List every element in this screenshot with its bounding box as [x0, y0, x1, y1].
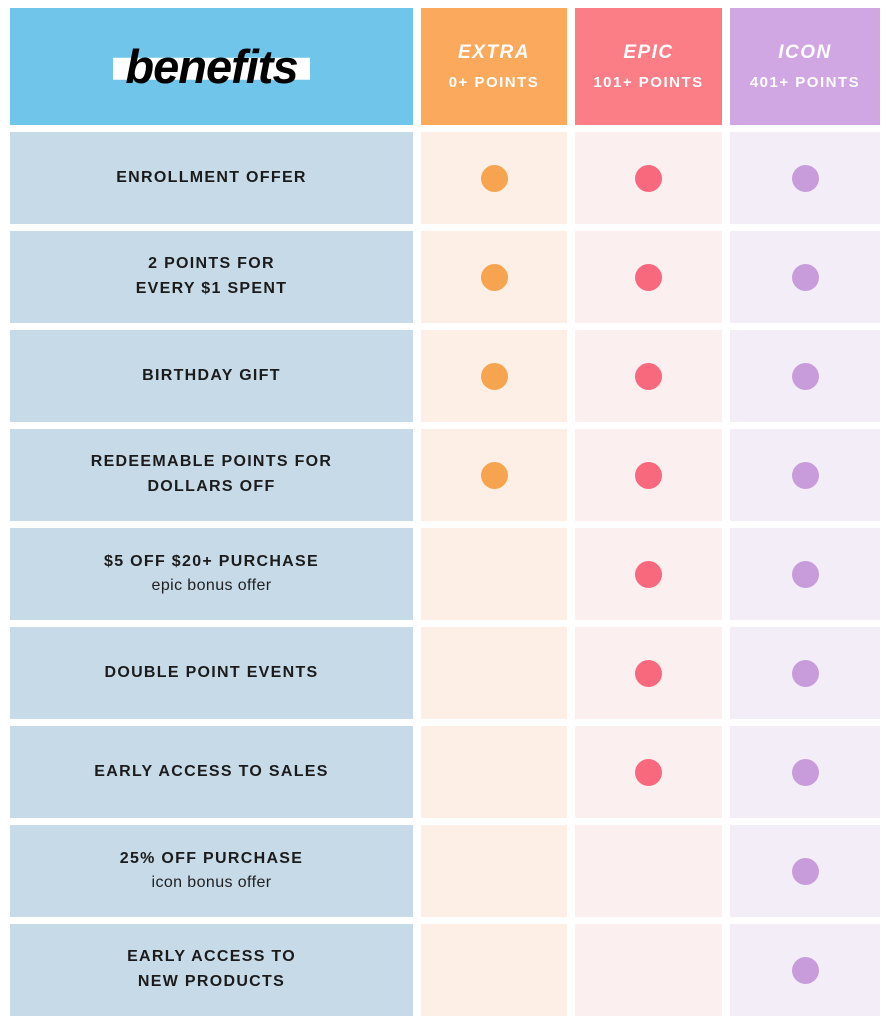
tier-header-icon: ICON 401+ POINTS	[730, 8, 880, 125]
epic-cell	[575, 627, 722, 719]
extra-cell	[421, 429, 567, 521]
epic-dot	[635, 263, 662, 291]
icon-cell	[730, 825, 880, 917]
icon-dot	[791, 857, 819, 885]
logo-cell: benefits	[10, 8, 413, 125]
icon-dot	[791, 758, 819, 786]
epic-cell	[575, 330, 722, 422]
extra-dot	[480, 362, 508, 390]
extra-cell	[421, 132, 567, 224]
tier-points: 0+ POINTS	[448, 74, 540, 91]
epic-dot	[635, 362, 662, 390]
icon-dot	[791, 560, 819, 588]
extra-cell	[421, 726, 567, 818]
logo-highlight-strip	[113, 57, 310, 80]
icon-cell	[730, 726, 880, 818]
icon-dot	[791, 362, 819, 390]
extra-cell	[421, 330, 567, 422]
benefit-row-label: 25% OFF PURCHASE icon bonus offer	[10, 825, 413, 917]
benefit-subtext: icon bonus offer	[151, 874, 272, 892]
benefit-row-label: 2 POINTS FOR EVERY $1 SPENT	[10, 231, 413, 323]
logo-text: benefits	[125, 40, 298, 93]
benefit-row-label: EARLY ACCESS TO NEW PRODUCTS	[10, 924, 413, 1016]
epic-cell	[575, 231, 722, 323]
epic-dot	[635, 659, 662, 687]
benefit-text: ENROLLMENT OFFER	[116, 168, 307, 186]
tier-header-epic: EPIC 101+ POINTS	[575, 8, 722, 125]
epic-cell	[575, 825, 722, 917]
benefit-text: REDEEMABLE POINTS FOR	[90, 453, 333, 471]
icon-dot	[791, 659, 819, 687]
icon-cell	[730, 330, 880, 422]
tier-header-extra: EXTRA 0+ POINTS	[421, 8, 567, 125]
benefit-row-label: $5 OFF $20+ PURCHASE epic bonus offer	[10, 528, 413, 620]
tier-name: EXTRA	[458, 42, 530, 63]
epic-cell	[575, 924, 722, 1016]
extra-dot	[480, 164, 508, 192]
epic-cell	[575, 132, 722, 224]
icon-dot	[791, 263, 819, 291]
icon-dot	[791, 164, 819, 192]
benefit-text: $5 OFF $20+ PURCHASE	[104, 552, 319, 570]
epic-dot	[635, 560, 662, 588]
extra-cell	[421, 924, 567, 1016]
tier-name: EPIC	[623, 42, 674, 63]
benefit-row-label: REDEEMABLE POINTS FOR DOLLARS OFF	[10, 429, 413, 521]
icon-cell	[730, 429, 880, 521]
benefit-text: 2 POINTS FOR	[148, 255, 275, 273]
icon-dot	[791, 956, 819, 984]
benefit-text: 25% OFF PURCHASE	[119, 849, 304, 867]
benefit-text-line2: DOLLARS OFF	[147, 478, 276, 495]
epic-dot	[635, 758, 662, 786]
extra-cell	[421, 231, 567, 323]
benefit-text-line2: EVERY $1 SPENT	[135, 280, 288, 297]
epic-dot	[635, 164, 662, 192]
epic-cell	[575, 528, 722, 620]
icon-cell	[730, 924, 880, 1016]
benefits-logo: benefits	[113, 40, 310, 93]
epic-cell	[575, 726, 722, 818]
extra-dot	[480, 461, 508, 489]
tier-points: 401+ POINTS	[749, 74, 861, 91]
tier-points: 101+ POINTS	[593, 74, 704, 91]
epic-dot	[635, 461, 662, 489]
icon-cell	[730, 528, 880, 620]
icon-cell	[730, 132, 880, 224]
benefit-text: EARLY ACCESS TO SALES	[94, 762, 329, 780]
icon-cell	[730, 627, 880, 719]
extra-cell	[421, 825, 567, 917]
extra-cell	[421, 528, 567, 620]
benefit-text: EARLY ACCESS TO	[127, 948, 296, 966]
benefit-text: DOUBLE POINT EVENTS	[104, 663, 319, 681]
tier-name: ICON	[778, 42, 832, 63]
benefit-row-label: DOUBLE POINT EVENTS	[10, 627, 413, 719]
benefit-text: BIRTHDAY GIFT	[142, 366, 281, 384]
icon-dot	[791, 461, 819, 489]
benefit-row-label: BIRTHDAY GIFT	[10, 330, 413, 422]
epic-cell	[575, 429, 722, 521]
benefit-text-line2: NEW PRODUCTS	[137, 973, 286, 990]
extra-dot	[480, 263, 508, 291]
benefit-row-label: ENROLLMENT OFFER	[10, 132, 413, 224]
benefit-row-label: EARLY ACCESS TO SALES	[10, 726, 413, 818]
icon-cell	[730, 231, 880, 323]
benefit-subtext: epic bonus offer	[151, 577, 272, 595]
extra-cell	[421, 627, 567, 719]
